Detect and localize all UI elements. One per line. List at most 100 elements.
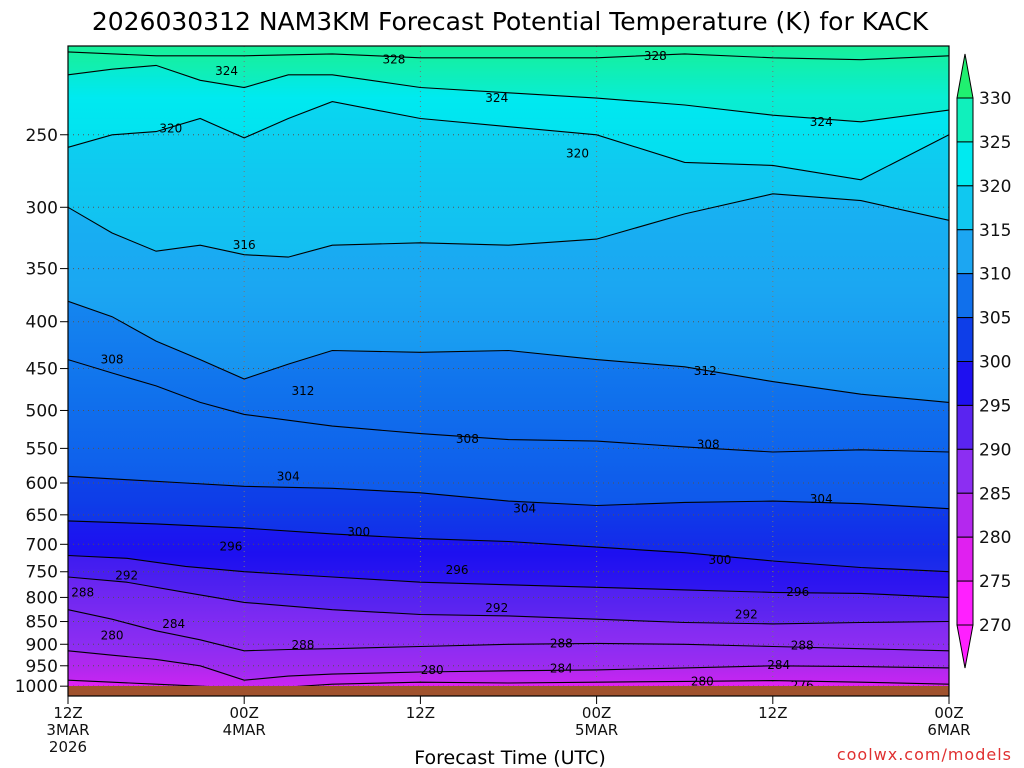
- colorbar-band-270: [956, 580, 974, 626]
- contour-292: [68, 576, 949, 625]
- y-tick-label-700: 700: [26, 535, 58, 555]
- theta-band-284: [68, 609, 949, 681]
- contour-label-300: 300: [347, 525, 370, 539]
- ground-surface: [68, 686, 949, 696]
- colorbar-band-300: [956, 317, 974, 363]
- contour-label-308: 308: [456, 432, 479, 446]
- theta-band-292: [68, 555, 949, 624]
- colorbar-label-290: 290: [979, 440, 1011, 460]
- colorbar: 330 325 320 315 310 305 300 295 290 285 280 275 270: [956, 53, 1011, 669]
- contour-label-308: 308: [101, 353, 124, 367]
- colorbar-label-305: 305: [979, 309, 1011, 329]
- colorbar-band-295: [956, 361, 974, 406]
- contour-label-320: 320: [566, 146, 589, 160]
- theta-band-316: [68, 101, 949, 258]
- colorbar-label-295: 295: [979, 396, 1011, 416]
- colorbar-top-arrow: [956, 53, 974, 99]
- contour-label-296: 296: [446, 563, 469, 577]
- colorbar-label-315: 315: [979, 221, 1011, 241]
- theta-band-312: [68, 193, 949, 403]
- contour-316: [68, 193, 949, 258]
- contour-328: [68, 51, 949, 61]
- theta-band-324: [68, 51, 949, 122]
- contour-300: [68, 520, 949, 573]
- y-tick-label-350: 350: [26, 260, 58, 280]
- contour-320: [68, 101, 949, 181]
- colorbar-bottom-arrow: [956, 624, 974, 669]
- colorbar-band-280: [956, 492, 974, 538]
- contour-label-284: 284: [550, 662, 573, 676]
- contour-label-288: 288: [71, 585, 94, 599]
- colorbar-label-330: 330: [979, 89, 1011, 109]
- x-tick-label-5-1: 00Z: [934, 704, 963, 722]
- contour-label-320: 320: [159, 121, 182, 135]
- contour-312: [68, 300, 949, 403]
- contour-324: [68, 64, 949, 123]
- colorbar-label-280: 280: [979, 528, 1011, 548]
- colorbar-label-285: 285: [979, 484, 1011, 504]
- y-tick-label-800: 800: [26, 588, 58, 608]
- y-tick-label-950: 950: [26, 657, 58, 677]
- plot-frame: [67, 45, 950, 697]
- colorbar-band-290: [956, 404, 974, 450]
- colorbar-label-300: 300: [979, 353, 1011, 373]
- y-tick-label-650: 650: [26, 506, 58, 526]
- theta-band-328: [68, 46, 949, 60]
- plot-area: 324 328 328 324 324 320 320 316 308 312 312 308 308 3…: [68, 46, 949, 696]
- x-tick-label-4-1: 12Z: [758, 704, 787, 722]
- contour-label-296: 296: [786, 585, 809, 599]
- contour-label-312: 312: [291, 384, 314, 398]
- y-tick-label-750: 750: [26, 563, 58, 583]
- contour-label-288: 288: [550, 636, 573, 650]
- y-tick-label-250: 250: [26, 126, 58, 146]
- theta-band-280: [68, 650, 949, 689]
- y-tick-label-300: 300: [26, 198, 58, 218]
- y-axis: 2503003504004505005506006507007508008509…: [15, 126, 68, 697]
- x-tick-label-2-1: 12Z: [406, 704, 435, 722]
- contour-label-312: 312: [694, 364, 717, 378]
- contour-label-292: 292: [115, 568, 138, 582]
- colorbar-band-305: [956, 273, 974, 319]
- contour-label-316: 316: [233, 238, 256, 252]
- theta-band-320: [68, 65, 949, 180]
- contour-296: [68, 554, 949, 598]
- y-tick-label-400: 400: [26, 313, 58, 333]
- y-tick-label-850: 850: [26, 613, 58, 633]
- contour-label-284: 284: [767, 658, 790, 672]
- y-tick-label-600: 600: [26, 474, 58, 494]
- x-tick-label-1-2: 4MAR: [223, 721, 266, 739]
- theta-bands: [68, 46, 949, 696]
- contour-284: [68, 650, 949, 681]
- contour-label-280: 280: [421, 663, 444, 677]
- contour-label-324: 324: [810, 115, 833, 129]
- contour-label-296: 296: [220, 540, 243, 554]
- y-tick-label-1000: 1000: [15, 677, 58, 697]
- colorbar-label-310: 310: [979, 265, 1011, 285]
- theta-band-296: [68, 520, 949, 598]
- contour-label-288: 288: [291, 638, 314, 652]
- contour-label-292: 292: [485, 601, 508, 615]
- x-tick-label-1-1: 00Z: [230, 704, 259, 722]
- contour-label-288: 288: [791, 639, 814, 653]
- x-axis-label: Forecast Time (UTC): [414, 747, 605, 768]
- y-tick-label-450: 450: [26, 360, 58, 380]
- y-tick-label-550: 550: [26, 439, 58, 459]
- colorbar-label-320: 320: [979, 177, 1011, 197]
- contour-label-308: 308: [697, 438, 720, 452]
- contour-label-284: 284: [162, 617, 185, 631]
- colorbar-label-270: 270: [979, 616, 1011, 636]
- contour-label-324: 324: [215, 64, 238, 78]
- contour-288: [68, 609, 949, 652]
- y-tick-label-500: 500: [26, 401, 58, 421]
- colorbar-band-275: [956, 536, 974, 582]
- x-tick-label-0-3: 2026: [49, 738, 87, 756]
- theta-band-308: [68, 301, 949, 452]
- contour-308: [68, 359, 949, 453]
- x-tick-label-5-2: 6MAR: [927, 721, 970, 739]
- y-tick-label-900: 900: [26, 635, 58, 655]
- colorbar-band-325: [956, 97, 974, 143]
- contour-label-280: 280: [101, 628, 124, 642]
- chart-title: 2026030312 NAM3KM Forecast Potential Tem…: [92, 7, 929, 36]
